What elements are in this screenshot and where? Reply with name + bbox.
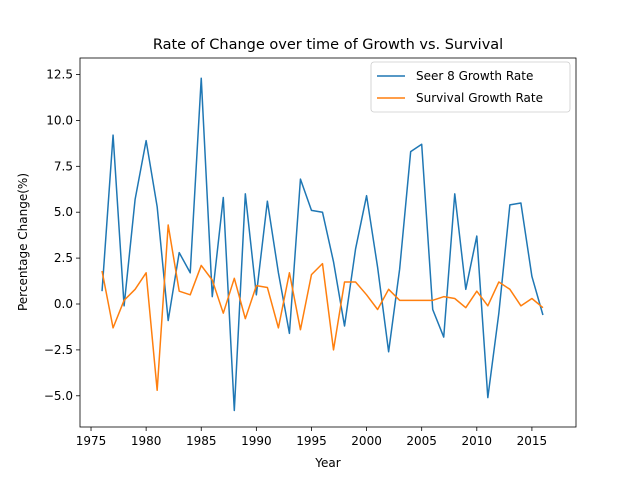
legend-label-1: Seer 8 Growth Rate bbox=[416, 69, 533, 83]
y-tick-label: −5.0 bbox=[44, 389, 73, 403]
x-axis-label: Year bbox=[314, 456, 340, 470]
y-tick-label: 2.5 bbox=[54, 251, 73, 265]
x-tick-label: 1995 bbox=[296, 434, 327, 448]
x-tick-label: 2015 bbox=[517, 434, 548, 448]
y-axis-label: Percentage Change(%) bbox=[16, 173, 30, 311]
series-lines bbox=[101, 77, 544, 412]
series-line-1 bbox=[101, 77, 544, 412]
x-tick-label: 2010 bbox=[462, 434, 493, 448]
y-tick-label: −2.5 bbox=[44, 343, 73, 357]
series-line-2 bbox=[101, 224, 544, 392]
x-tick-label: 1980 bbox=[131, 434, 162, 448]
y-axis: −5.0 −2.5 0.0 2.5 5.0 7.5 10.0 12.5 bbox=[44, 68, 80, 403]
y-tick-label: 12.5 bbox=[46, 68, 73, 82]
y-tick-label: 0.0 bbox=[54, 297, 73, 311]
legend-box bbox=[370, 61, 571, 113]
y-tick-label: 7.5 bbox=[54, 159, 73, 173]
legend: Seer 8 Growth Rate Survival Growth Rate bbox=[370, 61, 571, 113]
legend-label-2: Survival Growth Rate bbox=[416, 91, 543, 105]
x-tick-label: 1990 bbox=[241, 434, 272, 448]
y-tick-label: 5.0 bbox=[54, 205, 73, 219]
x-tick-label: 1975 bbox=[76, 434, 107, 448]
x-tick-label: 1985 bbox=[186, 434, 217, 448]
y-tick-label: 10.0 bbox=[46, 113, 73, 127]
plot-frame bbox=[79, 57, 577, 428]
chart-title: Rate of Change over time of Growth vs. S… bbox=[153, 37, 503, 53]
x-tick-label: 2000 bbox=[351, 434, 382, 448]
plot-area: 1975 1980 1985 1990 1995 2000 2005 2010 2015 −5.… bbox=[44, 57, 577, 448]
x-tick-label: 2005 bbox=[406, 434, 437, 448]
x-axis: 1975 1980 1985 1990 1995 2000 2005 2010 2015 bbox=[76, 427, 547, 448]
